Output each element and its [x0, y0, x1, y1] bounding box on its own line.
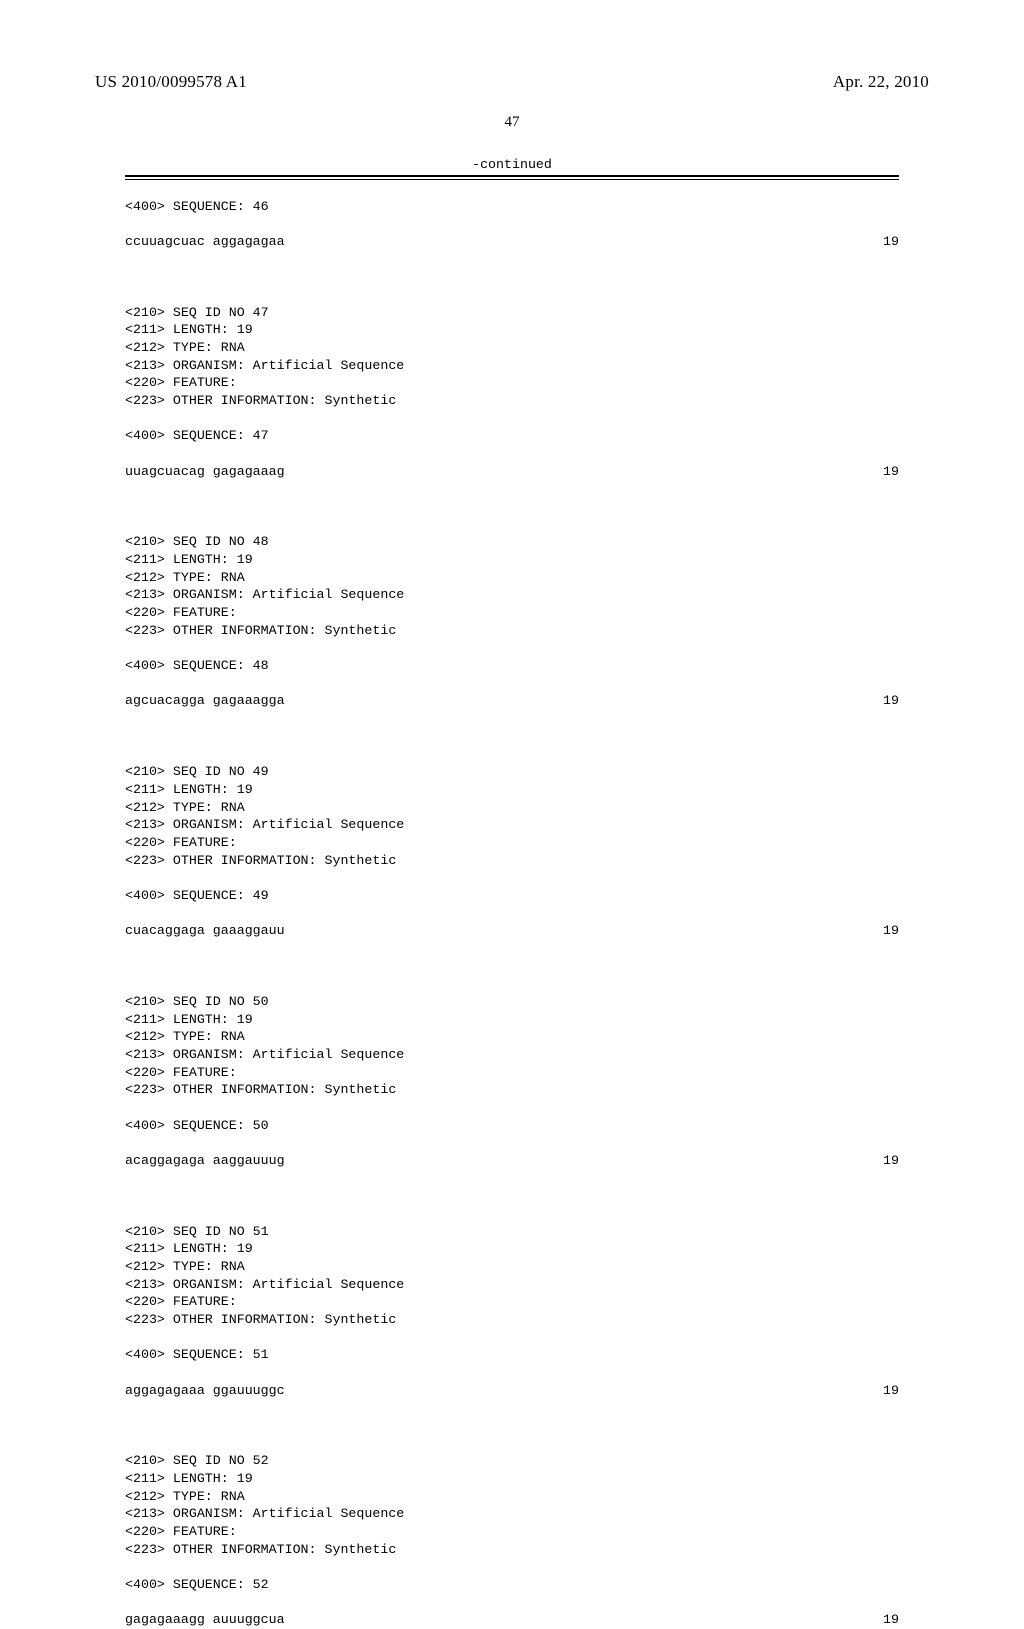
sequence-text: uuagcuacag gagagaaag [125, 463, 285, 481]
seq-meta-line: <213> ORGANISM: Artificial Sequence [125, 1506, 404, 1521]
seq-meta-line: <212> TYPE: RNA [125, 340, 245, 355]
sequence-row: agcuacagga gagaaagga 19 [125, 692, 899, 710]
publication-number: US 2010/0099578 A1 [95, 72, 247, 92]
seq-meta-line: <211> LENGTH: 19 [125, 322, 253, 337]
seq-400-header: <400> SEQUENCE: 48 [125, 658, 269, 673]
sequence-length: 19 [883, 1382, 899, 1400]
seq-meta-line: <223> OTHER INFORMATION: Synthetic [125, 853, 396, 868]
sequence-row: cuacaggaga gaaaggauu 19 [125, 922, 899, 940]
sequence-length: 19 [883, 922, 899, 940]
seq-meta-line: <210> SEQ ID NO 48 [125, 534, 269, 549]
sequence-length: 19 [883, 463, 899, 481]
seq-meta-line: <212> TYPE: RNA [125, 1029, 245, 1044]
publication-date: Apr. 22, 2010 [833, 72, 929, 92]
seq-meta-line: <213> ORGANISM: Artificial Sequence [125, 817, 404, 832]
seq-meta-line: <220> FEATURE: [125, 835, 237, 850]
seq-meta-line: <212> TYPE: RNA [125, 570, 245, 585]
seq-meta-line: <213> ORGANISM: Artificial Sequence [125, 1277, 404, 1292]
page-number: 47 [95, 114, 929, 131]
seq-meta-line: <220> FEATURE: [125, 605, 237, 620]
seq-meta-line: <213> ORGANISM: Artificial Sequence [125, 587, 404, 602]
seq-400-header: <400> SEQUENCE: 47 [125, 428, 269, 443]
seq-meta-line: <210> SEQ ID NO 49 [125, 764, 269, 779]
seq-meta-line: <211> LENGTH: 19 [125, 552, 253, 567]
sequence-text: cuacaggaga gaaaggauu [125, 922, 285, 940]
seq-meta-line: <210> SEQ ID NO 50 [125, 994, 269, 1009]
seq-400-header: <400> SEQUENCE: 49 [125, 888, 269, 903]
sequence-text: gagagaaagg auuuggcua [125, 1611, 285, 1629]
page-container: US 2010/0099578 A1 Apr. 22, 2010 47 -con… [0, 0, 1024, 1320]
sequence-row: uuagcuacag gagagaaag 19 [125, 463, 899, 481]
seq-meta-line: <213> ORGANISM: Artificial Sequence [125, 1047, 404, 1062]
sequence-row: ccuuagcuac aggagagaa 19 [125, 233, 899, 251]
seq-400-header: <400> SEQUENCE: 46 [125, 199, 269, 214]
continued-label: -continued [95, 157, 929, 172]
sequence-text: acaggagaga aaggauuug [125, 1152, 285, 1170]
seq-meta-line: <211> LENGTH: 19 [125, 1241, 253, 1256]
seq-400-header: <400> SEQUENCE: 51 [125, 1347, 269, 1362]
seq-meta-line: <210> SEQ ID NO 52 [125, 1453, 269, 1468]
sequence-text: aggagagaaa ggauuuggc [125, 1382, 285, 1400]
seq-meta-line: <212> TYPE: RNA [125, 800, 245, 815]
sequence-text: ccuuagcuac aggagagaa [125, 233, 285, 251]
seq-meta-line: <220> FEATURE: [125, 1065, 237, 1080]
rule-top [125, 175, 899, 177]
seq-meta-line: <212> TYPE: RNA [125, 1259, 245, 1274]
seq-meta-line: <220> FEATURE: [125, 1524, 237, 1539]
seq-meta-line: <210> SEQ ID NO 51 [125, 1224, 269, 1239]
sequence-length: 19 [883, 233, 899, 251]
sequence-text: agcuacagga gagaaagga [125, 692, 285, 710]
page-header: US 2010/0099578 A1 Apr. 22, 2010 [95, 72, 929, 92]
seq-meta-line: <223> OTHER INFORMATION: Synthetic [125, 1542, 396, 1557]
seq-meta-line: <211> LENGTH: 19 [125, 1471, 253, 1486]
sequence-length: 19 [883, 692, 899, 710]
sequence-row: gagagaaagg auuuggcua 19 [125, 1611, 899, 1629]
sequence-length: 19 [883, 1152, 899, 1170]
seq-meta-line: <223> OTHER INFORMATION: Synthetic [125, 1082, 396, 1097]
seq-meta-line: <223> OTHER INFORMATION: Synthetic [125, 623, 396, 638]
seq-meta-line: <223> OTHER INFORMATION: Synthetic [125, 393, 396, 408]
sequence-length: 19 [883, 1611, 899, 1629]
sequence-listing: <400> SEQUENCE: 46 ccuuagcuac aggagagaa 1… [125, 180, 899, 1629]
seq-meta-line: <211> LENGTH: 19 [125, 782, 253, 797]
seq-meta-line: <210> SEQ ID NO 47 [125, 305, 269, 320]
sequence-row: acaggagaga aaggauuug 19 [125, 1152, 899, 1170]
seq-400-header: <400> SEQUENCE: 50 [125, 1118, 269, 1133]
seq-400-header: <400> SEQUENCE: 52 [125, 1577, 269, 1592]
seq-meta-line: <212> TYPE: RNA [125, 1489, 245, 1504]
seq-meta-line: <211> LENGTH: 19 [125, 1012, 253, 1027]
seq-meta-line: <220> FEATURE: [125, 1294, 237, 1309]
sequence-row: aggagagaaa ggauuuggc 19 [125, 1382, 899, 1400]
seq-meta-line: <220> FEATURE: [125, 375, 237, 390]
seq-meta-line: <213> ORGANISM: Artificial Sequence [125, 358, 404, 373]
